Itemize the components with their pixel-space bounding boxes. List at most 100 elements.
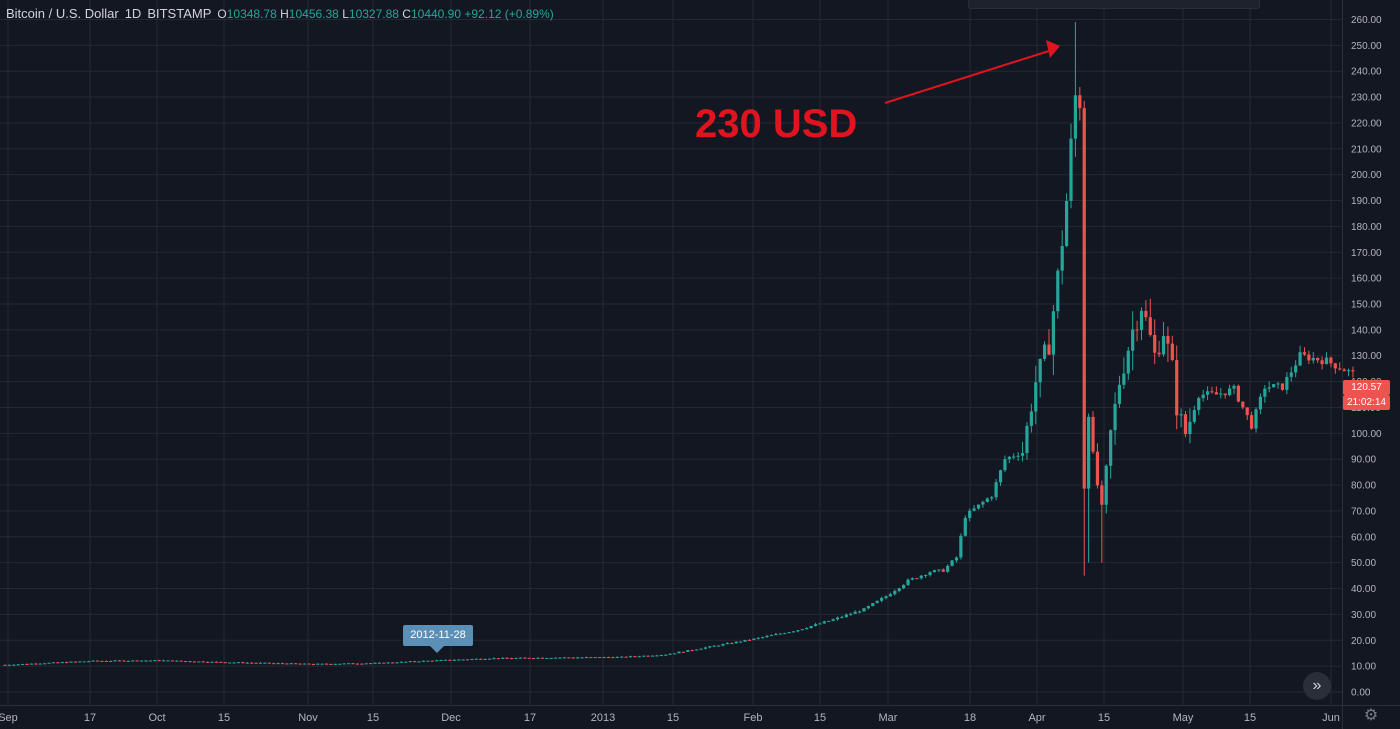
candle-body xyxy=(686,650,690,652)
candle-body xyxy=(1157,352,1161,355)
candle-body xyxy=(602,657,606,659)
candle-body xyxy=(527,657,531,659)
y-tick-label: 70.00 xyxy=(1351,506,1376,517)
candle-body xyxy=(316,663,320,665)
candle-body xyxy=(1227,388,1232,396)
candle-body xyxy=(201,661,205,663)
y-tick-label: 80.00 xyxy=(1351,481,1376,492)
price-axis[interactable]: 270.00260.00250.00240.00230.00220.00210.… xyxy=(1342,0,1383,729)
candle-body xyxy=(236,662,241,664)
candle-body xyxy=(1329,357,1333,364)
candle-body xyxy=(175,660,179,662)
symbol-name[interactable]: Bitcoin / U.S. Dollar xyxy=(6,6,119,21)
candle-body xyxy=(117,660,122,662)
candle-body xyxy=(3,664,7,666)
candle-body xyxy=(245,662,249,664)
double-chevron-right-icon: » xyxy=(1312,677,1322,694)
candle-body xyxy=(862,608,866,612)
candle-body xyxy=(959,535,963,558)
candle-body xyxy=(681,651,685,653)
candle-body xyxy=(25,663,29,665)
candle-body xyxy=(791,631,796,633)
candle-body xyxy=(725,643,730,645)
candle-body xyxy=(950,560,954,566)
candle-body xyxy=(721,644,725,646)
candle-body xyxy=(263,662,267,664)
candle-body xyxy=(100,660,104,662)
candle-body xyxy=(355,663,359,665)
candle-body xyxy=(69,661,73,663)
candle-body xyxy=(399,661,404,663)
candle-body xyxy=(1214,392,1218,395)
candle-body xyxy=(505,657,509,659)
candle-body xyxy=(1316,357,1320,361)
candle-body xyxy=(924,574,928,576)
chart-settings-button[interactable]: ⚙ xyxy=(1362,707,1380,725)
candle-body xyxy=(1153,334,1157,353)
candle-body xyxy=(813,624,818,627)
candle-body xyxy=(1302,352,1307,355)
candle-body xyxy=(87,661,91,663)
candle-body xyxy=(1038,358,1042,383)
candle-body xyxy=(280,663,285,665)
candle-body xyxy=(21,663,25,665)
candle-body xyxy=(554,657,558,659)
candle-body xyxy=(849,613,853,615)
candle-body xyxy=(932,570,937,573)
candle-body xyxy=(567,657,571,659)
toolbar-handle[interactable] xyxy=(968,0,1260,9)
candles xyxy=(3,22,1355,666)
candle-body xyxy=(540,657,545,659)
candle-body xyxy=(650,655,655,657)
candle-body xyxy=(448,659,452,661)
candle-body xyxy=(223,662,227,664)
candle-body xyxy=(672,653,677,655)
candle-body xyxy=(822,621,826,624)
candle-body xyxy=(307,663,311,665)
annotation-label: 230 USD xyxy=(695,102,857,146)
candle-body xyxy=(311,664,315,666)
candle-body xyxy=(29,663,34,665)
candle-body xyxy=(192,661,197,663)
interval[interactable]: 1D xyxy=(124,6,142,21)
candle-body xyxy=(633,656,637,658)
candle-body xyxy=(642,655,646,657)
y-tick-label: 10.00 xyxy=(1351,662,1376,673)
time-axis[interactable]: Sep 17 Oct 15 Nov 15 Dec 17 2013 15 Feb 15 Mar 18 Apr 1… xyxy=(0,705,1400,725)
candle-body xyxy=(659,654,663,656)
candle-body xyxy=(756,637,760,639)
x-tick-label: 2013 xyxy=(591,712,615,724)
candle-body xyxy=(382,662,386,664)
candle-body xyxy=(487,658,492,660)
candle-body xyxy=(404,661,408,663)
candle-body xyxy=(443,659,448,661)
candle-body xyxy=(928,572,932,575)
candle-body xyxy=(1267,387,1271,389)
candle-body xyxy=(333,663,337,665)
candle-body xyxy=(915,578,919,580)
candle-body xyxy=(276,663,280,665)
candle-body xyxy=(866,606,870,609)
scroll-to-realtime-button[interactable]: » xyxy=(1303,672,1331,700)
y-tick-label: 140.00 xyxy=(1351,325,1382,336)
candle-body xyxy=(78,661,82,663)
candle-body xyxy=(153,660,157,662)
candle-body xyxy=(113,660,117,662)
annotation-arrowhead xyxy=(1046,40,1060,58)
y-tick-label: 100.00 xyxy=(1351,429,1382,440)
candle-body xyxy=(338,663,342,665)
candle-body xyxy=(562,657,567,659)
candle-body xyxy=(844,614,848,617)
y-tick-label: 190.00 xyxy=(1351,196,1382,207)
candle-body xyxy=(677,651,681,654)
candle-body xyxy=(893,591,897,595)
annotation-arrow xyxy=(884,49,1053,104)
y-tick-label: 60.00 xyxy=(1351,532,1376,543)
candle-body xyxy=(1236,385,1240,402)
candle-body xyxy=(509,658,514,660)
candle-body xyxy=(703,647,707,649)
candle-body xyxy=(800,629,804,631)
x-tick-label: May xyxy=(1173,712,1194,724)
